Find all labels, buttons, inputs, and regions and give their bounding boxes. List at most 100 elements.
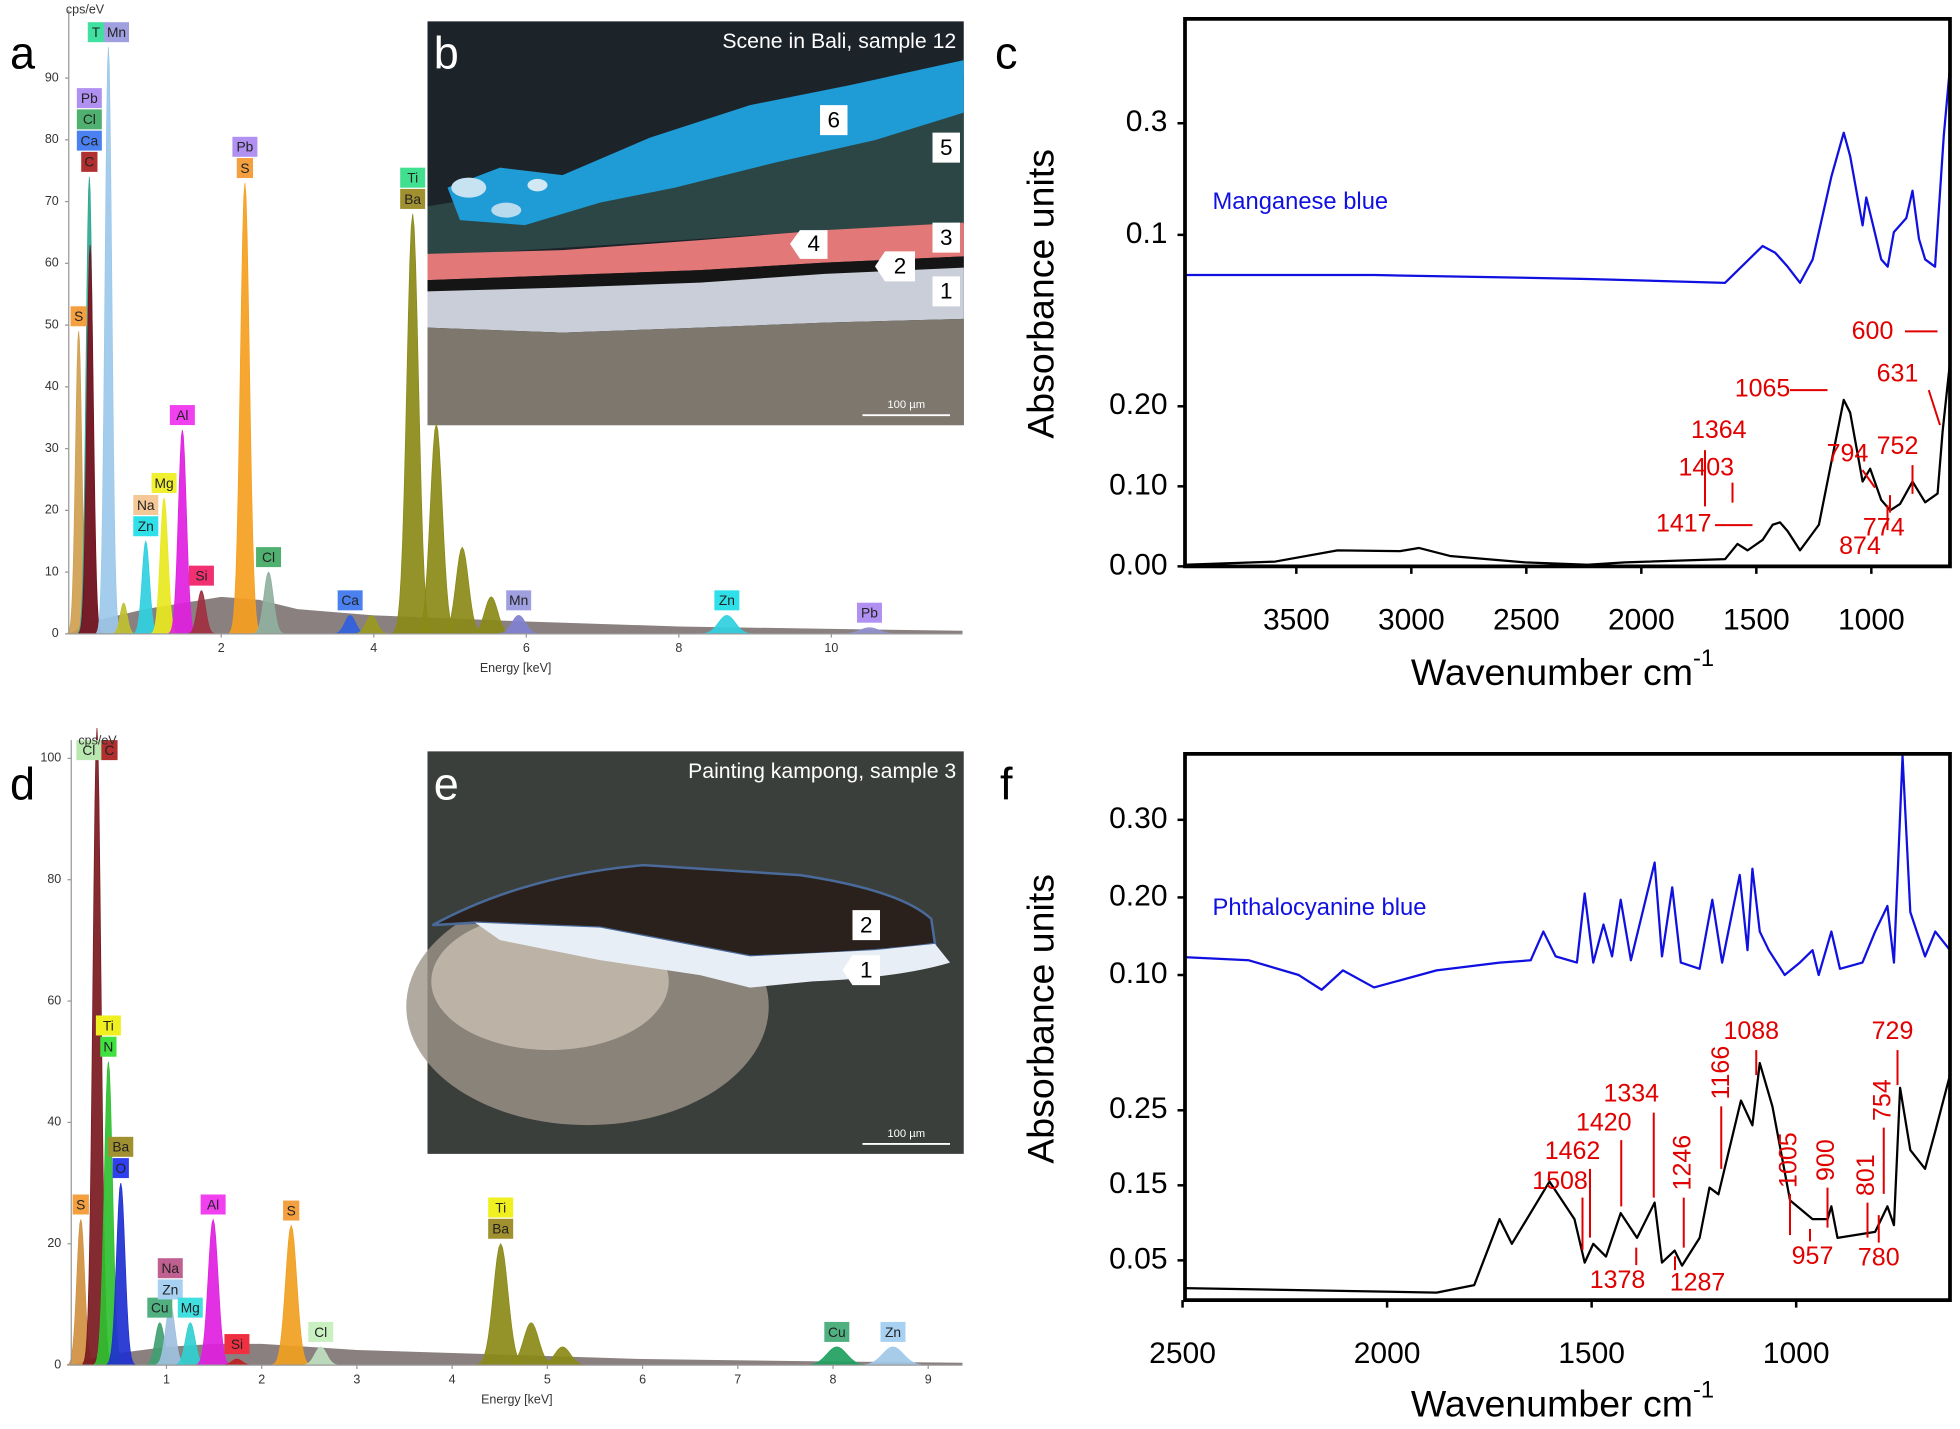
annotation-label: 1462 [1545,1137,1601,1165]
layer-black [427,256,964,292]
ftir-chart: Phthalocyanine blue 0.05 0.15 0.25 0.10 0.20 0… [1020,752,1952,1425]
element-label-box [70,306,87,327]
element-label: Si [231,1337,243,1352]
element-label-box [100,1036,117,1057]
x-tick-label: 1 [163,1372,170,1386]
annotation-label: 1334 [1603,1080,1659,1108]
layer-label-box [790,230,828,259]
element-label-box [133,516,159,537]
y-tick-label: 40 [45,379,59,393]
element-label-box [72,1194,89,1215]
x-tick-label: 2500 [1493,603,1560,636]
element-label-box [157,1258,183,1279]
element-label-box [824,1321,850,1342]
element-label-box [95,1015,121,1036]
layer-label: 4 [807,231,820,256]
peak [195,1218,231,1366]
x-tick-label: 7 [734,1372,741,1386]
element-label: T [92,25,101,40]
element-label: Ca [341,593,359,608]
element-label: Na [137,498,155,513]
annotation-label: 874 [1839,532,1881,560]
y-tick-label: 20 [47,1236,61,1250]
y-tick-label: 10 [45,564,59,578]
element-label-box [488,1218,514,1239]
y-axis-title: cps/eV [78,734,117,748]
annotation-label: 1246 [1668,1135,1696,1191]
element-label-box [76,740,102,761]
peak [495,614,542,635]
element-label: Pb [81,91,98,106]
annotation-label: 1420 [1576,1108,1632,1136]
layer-label: 1 [860,957,873,982]
x-tick-label: 9 [925,1372,932,1386]
y-axis-title: cps/eV [66,2,105,16]
micrograph-b: Scene in Bali, sample 12 100 µm 6 5 4 3 … [427,21,964,426]
y-tick-label: 0.00 [1109,548,1167,581]
element-label-box [133,494,159,515]
x-tick-label: 8 [830,1372,837,1386]
x-tick-label: 3000 [1378,603,1445,636]
annotation-leader [1861,469,1876,489]
element-label-box [169,405,195,426]
x-axis-title: Energy [keV] [480,661,552,675]
element-label: Pb [236,140,253,155]
pigment-particle [451,177,487,198]
element-label-box [400,167,426,188]
scale-bar-label: 100 µm [887,399,925,411]
peak [697,614,756,635]
element-label-box [147,1297,173,1318]
element-label-box [714,590,740,611]
annotation-label: 1417 [1656,510,1712,538]
element-label: Cl [314,1325,327,1340]
element-label: O [115,1161,126,1176]
panel-letter: c [995,27,1018,78]
peak [105,1183,136,1366]
element-label-box [200,1194,226,1215]
element-label-box [157,1279,183,1300]
image-caption: Scene in Bali, sample 12 [722,29,956,53]
y-tick-label: 80 [45,132,59,146]
element-label-box [856,602,882,623]
layer-label-box [820,105,848,136]
layer-label-box [842,955,880,986]
y-tick-label: 0.20 [1109,388,1167,421]
peak [186,590,216,635]
element-label: Na [161,1261,179,1276]
x-tick-label: 10 [824,641,838,655]
element-label: Zn [719,593,735,608]
y-tick-label: 0 [54,1357,61,1371]
image-caption: Painting kampong, sample 3 [688,759,956,783]
y-tick-label: 30 [45,441,59,455]
series-label: Phthalocyanine blue [1213,894,1427,921]
y-tick-label: 0.10 [1109,957,1167,990]
annotation-label: 1065 [1735,375,1791,403]
element-label: Ti [103,1018,114,1033]
element-label: Al [207,1197,219,1212]
annotation-label: 900 [1812,1139,1840,1181]
plot-frame [1183,752,1952,1302]
x-axis-title: Wavenumber cm-1 [1411,1377,1714,1425]
micrograph-e: Painting kampong, sample 3 100 µm 2 1 e [406,751,964,1154]
annotation-label: 1005 [1775,1132,1803,1188]
y-axis-title: Absorbance units [1020,149,1062,439]
element-label: Mn [107,25,126,40]
x-tick-label: 1000 [1763,1337,1830,1370]
panel-letter: b [434,27,459,78]
x-tick-label: 2500 [1149,1337,1216,1370]
annotation-label: 752 [1877,432,1919,460]
element-label: C [84,155,94,170]
panel-letter: d [10,759,35,810]
x-axis-title-superscript: -1 [1693,645,1714,672]
element-label: Ca [81,133,99,148]
layer-label: 2 [860,912,873,937]
element-label: Cl [83,112,96,127]
annotation-label: 1378 [1590,1266,1646,1294]
series-label: Manganese blue [1213,188,1389,215]
element-label-box [112,1158,129,1179]
y-tick-label: 60 [47,993,61,1007]
annotation-label: 754 [1868,1079,1896,1121]
spectrum-line [1185,66,1952,284]
